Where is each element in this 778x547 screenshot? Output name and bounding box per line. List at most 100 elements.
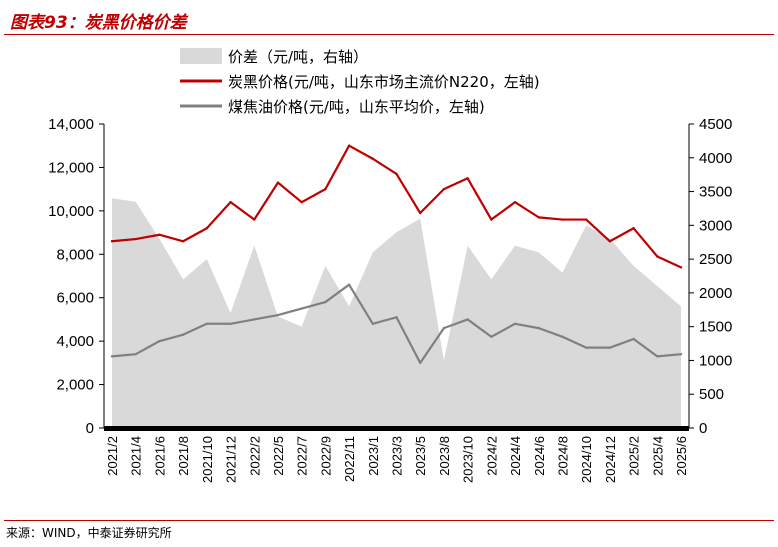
data-point xyxy=(442,187,446,191)
data-point xyxy=(300,307,303,310)
price-lines-layer xyxy=(110,144,683,365)
data-point xyxy=(300,200,303,204)
x-tick-label: 2023/1 xyxy=(366,436,381,476)
legend-label: 煤焦油价格(元/吨，山东平均价，左轴) xyxy=(228,98,485,116)
series-area-spread xyxy=(112,198,681,428)
x-tick-label: 2021/2 xyxy=(105,436,120,476)
data-point xyxy=(608,240,612,243)
data-point xyxy=(347,144,351,147)
y-left-tick-label: 2,000 xyxy=(56,377,94,394)
data-point xyxy=(584,218,588,221)
y-left-tick-label: 14,000 xyxy=(48,116,94,133)
data-point xyxy=(466,177,469,180)
x-tick-label: 2022/7 xyxy=(295,436,310,476)
spread-area-layer xyxy=(112,198,681,428)
legend-label: 价差（元/吨，右轴） xyxy=(228,48,368,66)
data-point xyxy=(134,237,137,241)
data-point xyxy=(490,335,493,338)
legend: 价差（元/吨，右轴） 炭黑价格(元/吨，山东市场主流价N220，左轴) 煤焦油价格(… xyxy=(180,48,540,116)
y-right-tick-label: 4000 xyxy=(699,150,732,167)
data-point xyxy=(395,316,398,319)
chart-title: 图表93：炭黑价格价差 xyxy=(10,13,187,33)
data-point xyxy=(561,335,564,338)
x-tick-label: 2023/3 xyxy=(390,436,405,476)
x-tick-label: 2021/10 xyxy=(200,436,215,483)
x-tick-label: 2023/5 xyxy=(413,436,428,476)
x-axis-baseline xyxy=(104,426,689,431)
data-point xyxy=(371,322,374,325)
x-tick-label: 2023/8 xyxy=(437,436,452,476)
data-point xyxy=(347,283,351,286)
data-point xyxy=(679,266,683,269)
x-tick-label: 2023/10 xyxy=(461,436,476,483)
data-point xyxy=(324,300,327,304)
x-tick-label: 2021/12 xyxy=(224,436,239,483)
x-tick-label: 2024/4 xyxy=(508,436,523,476)
chart: 0 2,000 4,000 6,000 8,000 10,000 12,000 14,000 0… xyxy=(48,48,732,483)
data-point xyxy=(537,216,540,219)
data-point xyxy=(466,318,469,321)
data-point xyxy=(632,337,635,341)
x-tick-label: 2022/9 xyxy=(318,436,333,476)
data-point xyxy=(110,240,114,243)
data-point xyxy=(276,313,280,317)
data-point xyxy=(134,352,137,356)
data-point xyxy=(632,227,635,230)
data-point xyxy=(679,352,683,356)
y-left-tick-label: 6,000 xyxy=(56,290,94,307)
x-tick-label: 2025/2 xyxy=(627,436,642,476)
data-point xyxy=(181,333,185,336)
y-right-tick-label: 1000 xyxy=(699,352,732,369)
data-point xyxy=(110,355,114,358)
data-point xyxy=(656,355,659,358)
x-tick-label: 2024/2 xyxy=(484,436,499,476)
x-tick-label: 2022/11 xyxy=(342,436,357,482)
x-tick-label: 2024/10 xyxy=(579,436,594,483)
data-point xyxy=(584,346,588,349)
data-point xyxy=(537,326,540,330)
data-point xyxy=(490,218,493,221)
title-divider xyxy=(4,34,774,35)
data-point xyxy=(276,181,280,184)
data-point xyxy=(513,200,517,204)
data-point xyxy=(229,322,232,325)
y-right-tick-label: 3000 xyxy=(699,217,732,234)
footer-divider xyxy=(4,520,774,521)
y-left-tick-label: 12,000 xyxy=(48,159,94,176)
data-point xyxy=(608,346,612,349)
y-right-tick-label: 4500 xyxy=(699,116,732,133)
data-point xyxy=(205,227,209,230)
data-point xyxy=(442,326,446,330)
y-right-tick-label: 2000 xyxy=(699,285,732,302)
x-tick-label: 2021/8 xyxy=(176,436,191,476)
axes-layer: 0 2,000 4,000 6,000 8,000 10,000 12,000 14,000 0… xyxy=(48,116,732,483)
y-left-tick-label: 8,000 xyxy=(56,246,94,263)
y-right-tick-label: 0 xyxy=(699,420,707,437)
data-point xyxy=(656,255,659,258)
y-right-tick-label: 500 xyxy=(699,386,724,403)
data-point xyxy=(253,318,256,321)
y-right-tick-label: 3500 xyxy=(699,184,732,201)
x-tick-label: 2024/8 xyxy=(555,436,570,476)
y-right-tick-label: 2500 xyxy=(699,251,732,268)
legend-label: 炭黑价格(元/吨，山东市场主流价N220，左轴) xyxy=(228,73,540,91)
y-left-tick-label: 4,000 xyxy=(56,333,94,350)
x-tick-label: 2025/6 xyxy=(674,436,689,476)
x-tick-label: 2024/12 xyxy=(603,436,618,483)
x-tick-label: 2022/5 xyxy=(271,436,286,476)
x-tick-label: 2021/4 xyxy=(129,436,144,476)
x-tick-label: 2024/6 xyxy=(532,436,547,476)
data-point xyxy=(158,339,161,343)
source-note: 来源：WIND，中泰证券研究所 xyxy=(6,526,172,540)
legend-swatch-spread xyxy=(180,48,222,64)
y-right-tick-label: 1500 xyxy=(699,319,732,336)
data-point xyxy=(324,187,327,191)
y-left-tick-label: 0 xyxy=(86,420,94,437)
x-tick-label: 2021/6 xyxy=(152,436,167,476)
data-point xyxy=(419,361,422,365)
data-point xyxy=(395,172,398,176)
x-tick-label: 2025/4 xyxy=(650,436,665,476)
data-point xyxy=(205,322,209,325)
data-point xyxy=(419,211,422,215)
data-point xyxy=(158,233,161,236)
